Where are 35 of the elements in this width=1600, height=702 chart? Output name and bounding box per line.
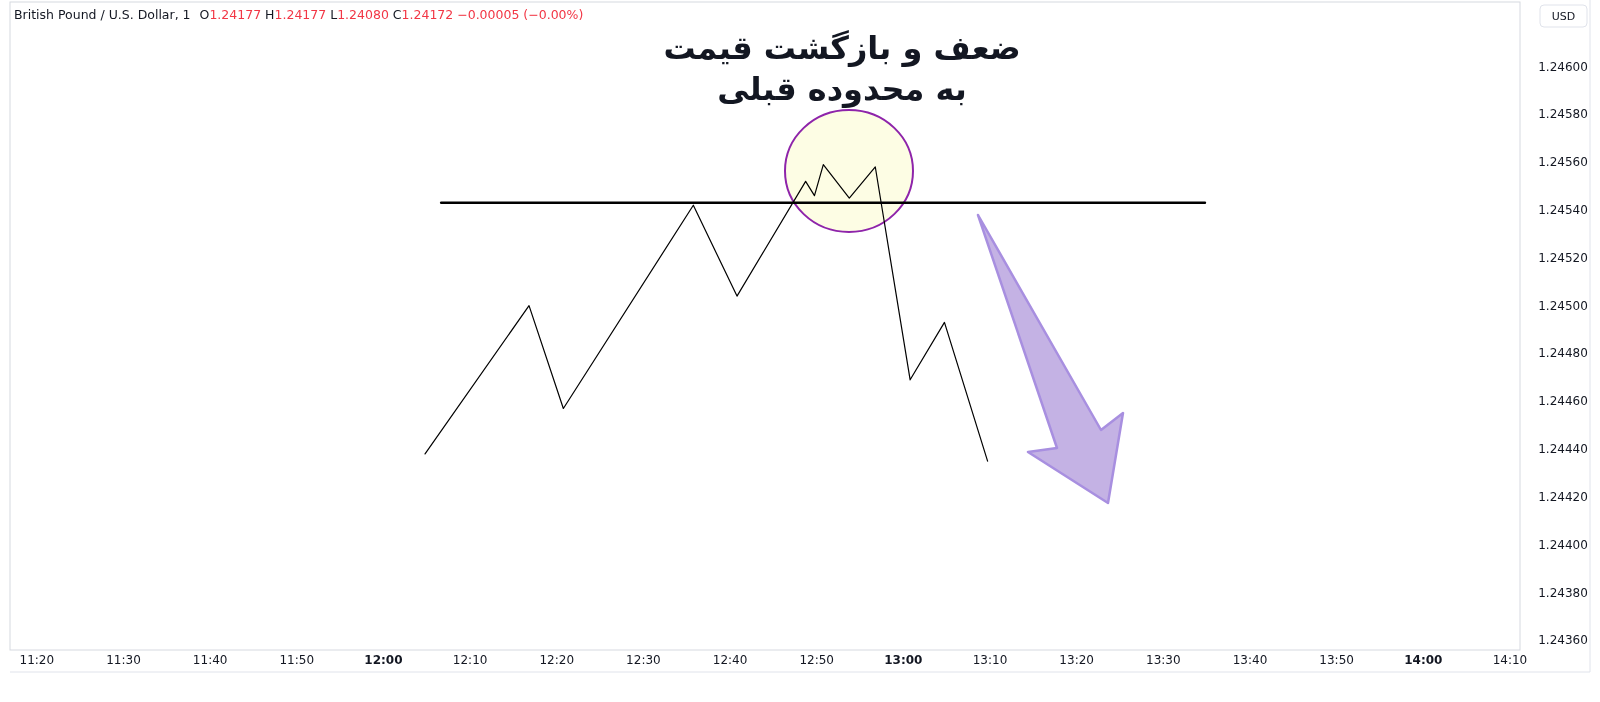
- y-tick-label: 1.24400: [1538, 537, 1588, 552]
- x-tick-label: 12:50: [799, 653, 834, 667]
- x-tick-label: 14:00: [1404, 653, 1443, 667]
- y-tick-label: 1.24500: [1538, 298, 1588, 313]
- x-tick-label: 11:20: [19, 653, 55, 667]
- x-tick-label: 12:20: [539, 653, 575, 667]
- chart-subtitle: British Pound / U.S. Dollar, 1: [14, 7, 191, 22]
- x-tick-label: 12:40: [712, 653, 748, 667]
- annotation: O1.24177 H1.24177 L1.24080 C1.24172 −0.00005 (−0.00%): [199, 7, 584, 22]
- y-tick-label: 1.24420: [1538, 489, 1588, 504]
- y-tick-label: 1.24540: [1538, 203, 1588, 218]
- x-tick-label: 13:50: [1319, 653, 1354, 667]
- x-tick-label: 12:30: [626, 653, 661, 667]
- y-tick-label: 1.24580: [1538, 107, 1588, 122]
- y-tick-label: 1.24460: [1538, 394, 1588, 409]
- x-tick-label: 11:40: [192, 653, 228, 667]
- x-tick-label: 13:30: [1146, 653, 1181, 667]
- x-tick-label: 14:10: [1492, 653, 1528, 667]
- x-tick-label: 13:00: [884, 653, 923, 667]
- y-tick-label: 1.24600: [1538, 59, 1588, 74]
- y-tick-label: 1.24440: [1538, 442, 1588, 457]
- y-tick-label: 1.24480: [1538, 346, 1588, 361]
- y-tick-label: 1.24560: [1538, 155, 1588, 170]
- x-tick-label: 13:10: [972, 653, 1008, 667]
- y-axis-title: USD: [1551, 10, 1576, 23]
- y-tick-label: 1.24380: [1538, 585, 1588, 600]
- x-tick-label: 11:50: [279, 653, 315, 667]
- x-tick-label: 12:00: [364, 653, 403, 667]
- x-tick-label: 11:30: [106, 653, 141, 667]
- text: ضعف و بازگشت قیمت به محدوده قبلی: [662, 28, 1022, 110]
- x-tick-label: 13:20: [1059, 653, 1094, 667]
- x-tick-label: 13:40: [1232, 653, 1268, 667]
- y-tick-label: 1.24520: [1538, 250, 1588, 265]
- y-tick-label: 1.24360: [1538, 633, 1588, 648]
- x-tick-label: 12:10: [452, 653, 488, 667]
